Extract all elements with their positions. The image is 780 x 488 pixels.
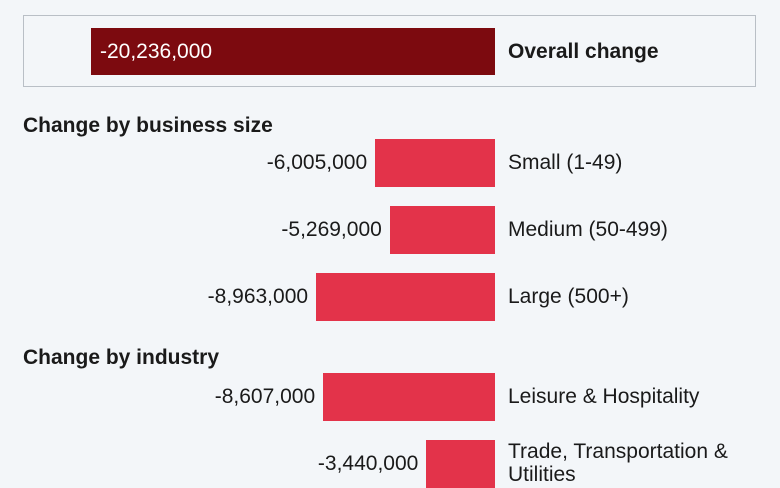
category-label-medium-50-499: Medium (50-499) xyxy=(508,218,668,241)
bar-large-500 xyxy=(316,273,495,321)
value-label-large-500: -8,963,000 xyxy=(207,285,309,308)
value-label-medium-50-499: -5,269,000 xyxy=(281,218,382,241)
overall-change-label: Overall change xyxy=(508,39,659,63)
category-label-small-1-49: Small (1-49) xyxy=(508,151,623,174)
bar-leisure-hospitality xyxy=(323,373,495,421)
section-title-change-by-business-size: Change by business size xyxy=(23,114,273,137)
section-title-change-by-industry: Change by industry xyxy=(23,346,220,369)
value-label-trade-transportation-utilities: -3,440,000 xyxy=(317,452,419,475)
overall-change-value: -20,236,000 xyxy=(100,39,213,63)
bar-small-1-49 xyxy=(375,139,495,187)
category-label-leisure-hospitality: Leisure & Hospitality xyxy=(508,385,700,408)
overall-change-bar xyxy=(91,28,495,75)
value-label-leisure-hospitality: -8,607,000 xyxy=(214,385,316,408)
category-label-large-500: Large (500+) xyxy=(508,285,629,308)
bar-medium-50-499 xyxy=(389,206,495,254)
bar-trade-transportation-utilities xyxy=(426,440,495,488)
value-label-small-1-49: -6,005,000 xyxy=(266,151,368,174)
category-label-trade-transportation-utilities: Trade, Transportation & Utilities xyxy=(508,440,728,486)
